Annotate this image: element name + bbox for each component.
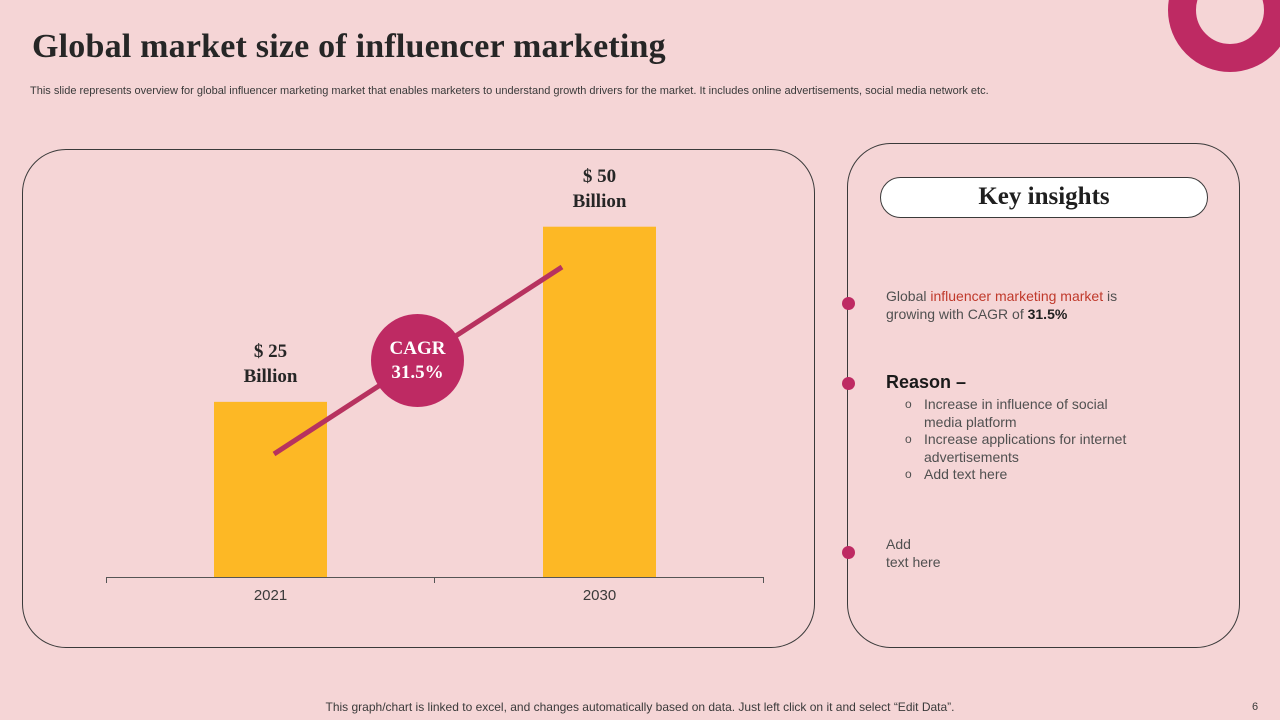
- cagr-label: CAGR: [389, 337, 446, 359]
- chart-panel: [22, 149, 815, 648]
- data-label-value: $ 50: [582, 165, 617, 187]
- bullet-dot-icon: [842, 377, 855, 390]
- placeholder-line: Add: [886, 536, 911, 552]
- cagr-badge: CAGR 31.5%: [371, 314, 464, 407]
- data-label-2030: $ 50 Billion: [520, 164, 680, 214]
- page-subtitle: This slide represents overview for globa…: [30, 85, 989, 97]
- insights-header: Key insights: [880, 177, 1208, 218]
- x-tick-label: 2030: [582, 587, 617, 604]
- data-label-unit: Billion: [243, 365, 298, 387]
- insights-panel: [847, 143, 1240, 648]
- insight-text-prefix: Global: [886, 288, 931, 304]
- page-title: Global market size of influencer marketi…: [32, 28, 666, 65]
- placeholder-line: text here: [886, 554, 941, 570]
- reason-list: Increase in influence of social media pl…: [903, 396, 1143, 484]
- bullet-dot-icon: [842, 546, 855, 559]
- x-tick-label: 2021: [253, 587, 288, 604]
- bullet-dot-icon: [842, 297, 855, 310]
- insight-placeholder-text: Add text here: [886, 535, 940, 571]
- data-label-unit: Billion: [572, 190, 627, 212]
- insight-highlight: influencer marketing market: [930, 288, 1104, 304]
- data-label-value: $ 25: [253, 340, 288, 362]
- footer-note: This graph/chart is linked to excel, and…: [325, 700, 955, 714]
- page-number: 6: [1252, 701, 1259, 713]
- data-label-2021: $ 25 Billion: [191, 339, 351, 389]
- list-item: Increase in influence of social media pl…: [903, 396, 1143, 431]
- insight-text-middle: is growing with CAGR of: [886, 288, 1118, 322]
- cagr-value: 31.5%: [391, 361, 444, 383]
- list-item: Add text here: [903, 466, 1143, 484]
- insight-cagr-value: 31.5%: [1027, 306, 1068, 322]
- insight-cagr-text: Global influencer marketing market is gr…: [886, 287, 1166, 323]
- reason-title: Reason –: [886, 372, 967, 392]
- list-item: Increase applications for internet adver…: [903, 431, 1143, 466]
- decorative-ring-icon: [1168, 0, 1280, 72]
- bar-2030: [543, 226, 656, 577]
